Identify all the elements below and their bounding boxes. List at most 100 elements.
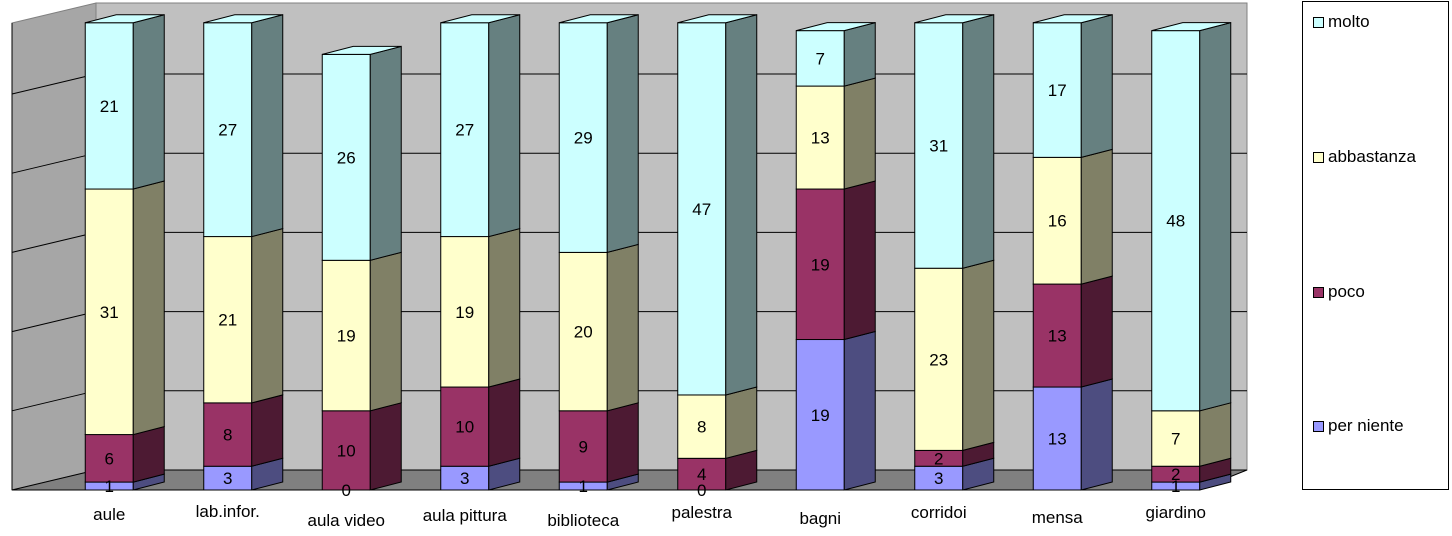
bar-bagni-molto-side [843,21,876,87]
category-label: corridoi [911,503,967,522]
value-label: 10 [455,418,474,437]
bar-aule-poco [84,434,134,483]
value-label: 29 [574,129,593,148]
category-label: lab.infor. [196,502,260,521]
bar-labinfor-abbastanza-side [251,227,284,404]
bar-giardino-abbastanza [1151,410,1201,467]
bar-top-face [1033,14,1113,24]
value-label: 27 [455,121,474,140]
bar-top-face [322,45,402,55]
legend-item-molto: molto [1313,12,1370,32]
value-label: 21 [218,311,237,330]
bar-mensa-molto-side [1080,14,1113,159]
bar-top-face [85,14,165,24]
bar-top-face [1151,22,1231,32]
gridline [11,390,97,412]
bar-labinfor-poco-side [251,394,284,467]
value-labels: 1631213821270101926310192719202904847191… [100,49,1185,500]
value-label: 21 [100,97,119,116]
value-label: 19 [337,327,356,346]
value-label: 8 [223,426,232,445]
value-label: 47 [692,200,711,219]
legend-item-abbastanza: abbastanza [1313,147,1416,167]
bar-aulapittura-molto-side [488,14,521,238]
legend-swatch-per-niente [1313,420,1324,432]
category-label: aule [93,505,125,524]
bar-aulapittura-molto [440,22,490,238]
value-label: 31 [929,136,948,155]
value-label: 13 [1048,430,1067,449]
bar-bagni-molto [795,30,845,87]
bar-aulapittura-poco [440,386,490,467]
bar-corridoi-abbastanza-side [962,259,995,452]
bar-top-face [559,14,639,24]
value-label: 2 [1171,465,1180,484]
bar-aule-poco-side [132,425,165,483]
value-label: 1 [579,477,588,496]
bar-bagni-abbastanza-side [843,77,876,190]
category-label: biblioteca [547,511,619,530]
value-label: 48 [1166,212,1185,231]
bar-bagni-per-niente-side [843,330,876,491]
bar-corridoi-molto-side [962,14,995,269]
value-label: 7 [816,49,825,68]
value-label: 31 [100,303,119,322]
legend-label: per niente [1328,416,1404,435]
bar-biblioteca-abbastanza [558,251,608,412]
value-label: 0 [342,481,351,500]
value-label: 19 [811,255,830,274]
value-label: 6 [105,449,114,468]
bar-mensa-abbastanza-side [1080,148,1113,285]
value-label: 9 [579,437,588,456]
value-label: 13 [811,129,830,148]
category-label: mensa [1032,508,1084,527]
bar-aulavideo-abbastanza [321,259,371,412]
category-label: palestra [672,503,733,522]
bar-top-face [203,14,283,24]
value-label: 1 [105,477,114,496]
gridline [11,73,97,95]
bar-mensa-per-niente [1032,386,1082,491]
legend-label: poco [1328,282,1365,301]
bar-aule-molto [84,22,134,190]
bar-biblioteca-poco-side [606,402,639,483]
bar-palestra-abbastanza-side [725,386,758,459]
bar-aulapittura-abbastanza-side [488,227,521,388]
bar-aule-molto-side [132,14,165,190]
gridline [11,152,97,174]
bar-aule-abbastanza-side [132,180,165,436]
bar-bagni-abbastanza [795,85,845,190]
bar-biblioteca-poco [558,410,608,483]
value-label: 0 [697,481,706,500]
value-label: 3 [223,469,232,488]
legend-item-per-niente: per niente [1313,416,1404,436]
legend: molto abbastanza poco per niente [1302,1,1449,490]
bar-giardino-molto-side [1199,21,1232,412]
bar-top-face [796,22,876,32]
bar-aulapittura-poco-side [488,378,521,467]
value-label: 27 [218,121,237,140]
gridline [11,231,97,253]
bar-labinfor-abbastanza [203,236,253,404]
bar-bagni-poco-side [843,180,876,341]
value-label: 8 [697,418,706,437]
bars [84,14,1232,491]
legend-swatch-abbastanza [1313,151,1324,163]
category-label: aula video [307,511,385,530]
value-label: 26 [337,148,356,167]
value-label: 1 [1171,477,1180,496]
category-labels: aule lab.infor. aula video aula pittura bibl… [93,502,1206,530]
bar-mensa-molto [1032,22,1082,158]
bar-palestra-molto [677,22,727,396]
bar-biblioteca-abbastanza-side [606,243,639,412]
bar-corridoi-abbastanza [914,267,964,451]
bar-aulavideo-molto-side [369,45,402,261]
bar-bagni-per-niente [795,339,845,491]
legend-swatch-poco [1313,286,1324,298]
value-label: 2 [934,449,943,468]
legend-swatch-molto [1313,16,1324,28]
value-label: 20 [574,323,593,342]
bar-labinfor-molto-side [251,14,284,238]
value-label: 17 [1048,81,1067,100]
bar-giardino-abbastanza-side [1199,402,1232,467]
